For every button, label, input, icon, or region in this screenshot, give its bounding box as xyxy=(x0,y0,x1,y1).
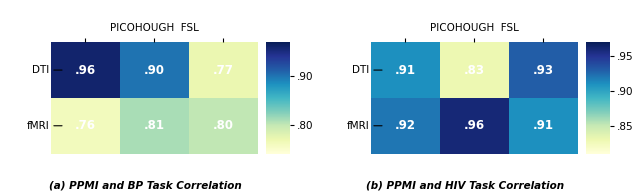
Text: fMRI: fMRI xyxy=(26,121,49,131)
Text: (b) PPMI and HIV Task Correlation: (b) PPMI and HIV Task Correlation xyxy=(366,180,564,190)
Text: .91: .91 xyxy=(395,64,416,77)
Text: .80: .80 xyxy=(212,119,234,132)
Text: .91: .91 xyxy=(532,119,554,132)
Text: .93: .93 xyxy=(532,64,554,77)
Text: fMRI: fMRI xyxy=(346,121,369,131)
Text: .96: .96 xyxy=(463,119,484,132)
Text: (a) PPMI and BP Task Correlation: (a) PPMI and BP Task Correlation xyxy=(49,180,242,190)
Text: DTI: DTI xyxy=(32,65,49,75)
Text: .92: .92 xyxy=(395,119,416,132)
Text: .96: .96 xyxy=(75,64,96,77)
Text: .83: .83 xyxy=(463,64,484,77)
Text: .77: .77 xyxy=(212,64,233,77)
Text: .90: .90 xyxy=(143,64,164,77)
Text: .76: .76 xyxy=(75,119,96,132)
Title: PICOHOUGH  FSL: PICOHOUGH FSL xyxy=(109,23,198,33)
Text: .81: .81 xyxy=(143,119,164,132)
Title: PICOHOUGH  FSL: PICOHOUGH FSL xyxy=(429,23,518,33)
Text: DTI: DTI xyxy=(352,65,369,75)
